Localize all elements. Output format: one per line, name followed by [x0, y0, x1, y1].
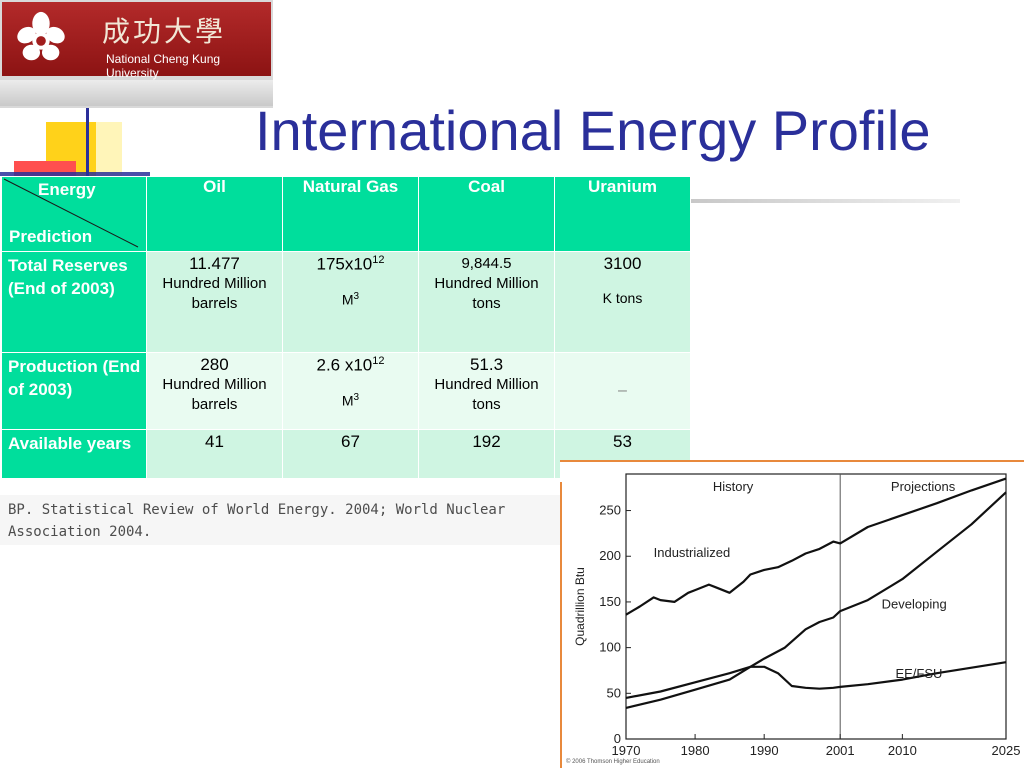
column-header: Oil [146, 176, 283, 252]
source-citation: BP. Statistical Review of World Energy. … [0, 495, 560, 545]
table-cell: 41 [146, 429, 283, 479]
x-tick-label: 2025 [992, 743, 1021, 758]
x-tick-label: 2010 [888, 743, 917, 758]
logo-strip [0, 80, 273, 106]
y-tick-label: 50 [607, 685, 621, 700]
unit-base: M [341, 392, 354, 409]
column-header: Uranium [554, 176, 691, 252]
cell-value: 9,844.5 [461, 255, 512, 272]
cell-value: – [618, 382, 627, 399]
decorative-squares [0, 108, 150, 178]
logo-chinese-text: 成功大學 [102, 15, 227, 48]
table-cell: 67 [282, 429, 419, 479]
x-tick-label: 2001 [826, 743, 855, 758]
region-label-history: History [713, 479, 754, 494]
table-row: Production (End of 2003) 280 Hundred Mill… [1, 352, 691, 430]
y-tick-label: 0 [614, 731, 621, 746]
column-header: Natural Gas [282, 176, 419, 252]
value-base: 175x10 [316, 254, 373, 274]
y-tick-label: 200 [599, 548, 621, 563]
cell-value: 280 [200, 355, 229, 374]
x-tick-label: 1970 [612, 743, 641, 758]
y-tick-label: 100 [599, 640, 621, 655]
table-cell: 192 [418, 429, 555, 479]
table-cell: 280 Hundred Million barrels [146, 352, 283, 430]
series-label-industrialized: Industrialized [654, 545, 731, 560]
energy-consumption-chart: History Projections 0 50 100 150 200 250 1970 198… [560, 460, 1024, 768]
row-header: Available years [1, 429, 147, 479]
table-cell: 3100 K tons [554, 251, 691, 353]
cell-unit: M3 [283, 392, 418, 409]
value-base: 2.6 x10 [316, 355, 373, 375]
table-cell: 51.3 Hundred Million tons [418, 352, 555, 430]
cell-unit: Hundred Million barrels [162, 275, 267, 312]
y-tick-label: 250 [599, 503, 621, 518]
page-title: International Energy Profile [255, 99, 931, 162]
value-exponent: 12 [372, 254, 385, 266]
x-tick-label: 1980 [681, 743, 710, 758]
table-cell: 11.477 Hundred Million barrels [146, 251, 283, 353]
university-seal-icon [17, 11, 65, 61]
y-axis-label: Quadrillion Btu [573, 567, 587, 646]
cell-value: 2.6 x1012 [283, 355, 418, 376]
table-row: Total Reserves (End of 2003) 11.477 Hundr… [1, 251, 691, 353]
logo-english-text: National Cheng Kung University [106, 52, 221, 80]
series-label-ee-fsu: EE/FSU [895, 666, 942, 681]
cell-unit: Hundred Million tons [434, 275, 539, 312]
cell-value: 3100 [603, 254, 642, 273]
cell-value: 51.3 [469, 355, 504, 374]
unit-exponent: 3 [353, 290, 360, 302]
cell-value: 41 [205, 432, 224, 451]
table-header-row: Energy Prediction Oil Natural Gas Coal U… [1, 176, 691, 252]
cell-value: 192 [472, 432, 501, 451]
table-cell: – [554, 352, 691, 430]
value-exponent: 12 [372, 355, 385, 367]
cell-value: 11.477 [189, 254, 240, 273]
row-header: Production (End of 2003) [1, 352, 147, 430]
unit-exponent: 3 [353, 391, 360, 403]
university-logo: 成功大學 National Cheng Kung University [0, 0, 273, 108]
series-line-industrialized [625, 477, 1007, 616]
series-line-ee-fsu [625, 661, 1007, 699]
column-header: Coal [418, 176, 555, 252]
cell-unit: M3 [283, 291, 418, 308]
series-label-developing: Developing [882, 596, 947, 611]
cell-unit: K tons [602, 290, 643, 306]
table-cell: 175x1012 M3 [282, 251, 419, 353]
plot-frame [625, 473, 1007, 740]
row-header: Total Reserves (End of 2003) [1, 251, 147, 353]
energy-table: Energy Prediction Oil Natural Gas Coal U… [1, 176, 691, 479]
table-cell: 2.6 x1012 M3 [282, 352, 419, 430]
table-cell: 9,844.5 Hundred Million tons [418, 251, 555, 353]
table-corner-cell: Energy Prediction [1, 176, 147, 252]
cell-unit: Hundred Million tons [434, 376, 539, 413]
series-line-developing [625, 491, 1007, 709]
cell-value: 67 [341, 432, 360, 451]
chart-credit: © 2006 Thomson Higher Education [566, 758, 660, 765]
y-tick-label: 150 [599, 594, 621, 609]
logo-banner: 成功大學 National Cheng Kung University [2, 2, 271, 80]
x-tick-label: 1990 [750, 743, 779, 758]
cell-value: 53 [613, 432, 632, 451]
cell-unit: Hundred Million barrels [162, 376, 267, 413]
title-rule [690, 199, 960, 203]
corner-diagonal [3, 178, 139, 248]
region-label-projections: Projections [891, 479, 956, 494]
table-row: Available years 41 67 192 53 [1, 429, 691, 479]
cell-value: 175x1012 [283, 254, 418, 275]
corner-label-energy: Energy [38, 180, 96, 199]
unit-base: M [341, 291, 354, 308]
corner-label-prediction: Prediction [9, 227, 93, 246]
